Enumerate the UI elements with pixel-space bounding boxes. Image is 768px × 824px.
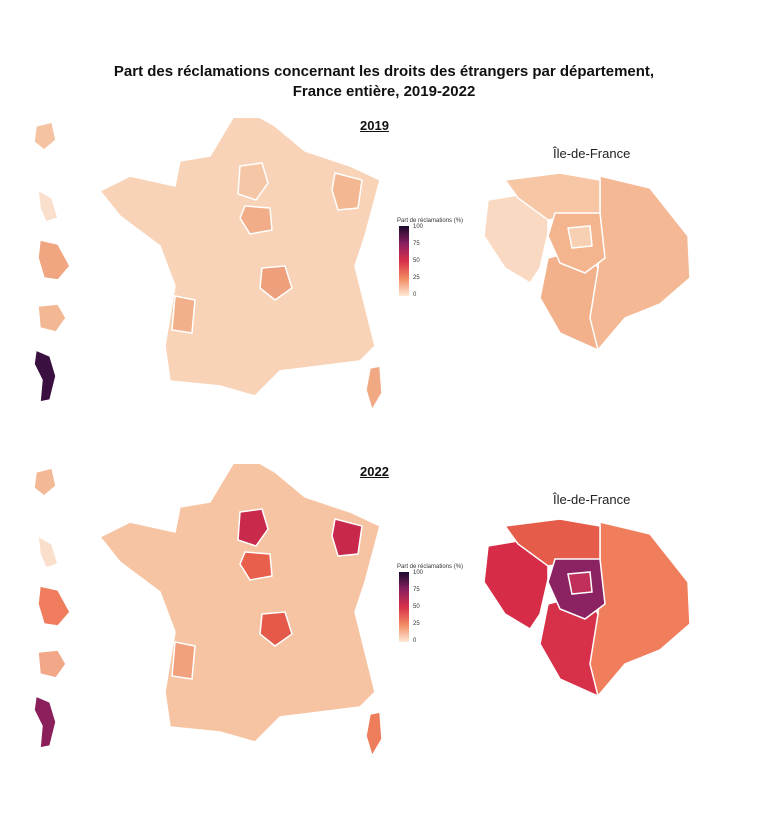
dept-puy-de-dome-region <box>259 265 293 301</box>
guadeloupe-region <box>33 467 57 497</box>
legend-tick: 0 <box>413 638 417 644</box>
dept-bas-rhin-region <box>331 172 363 211</box>
mayotte-region <box>33 348 57 403</box>
idf-paris-region <box>567 571 593 595</box>
corse-region <box>365 711 383 758</box>
legend-tick: 75 <box>413 587 420 593</box>
martinique-region <box>37 534 59 569</box>
legend-tick: 25 <box>413 621 420 627</box>
dept-puy-de-dome-region <box>259 611 293 647</box>
map-svg <box>33 118 691 412</box>
legend-title: Part de réclamations (%) <box>397 564 464 570</box>
panel-year: 2022 <box>360 464 389 479</box>
guadeloupe-region <box>33 121 57 151</box>
legend-tick: 50 <box>413 258 420 264</box>
title-line-2: France entière, 2019-2022 <box>292 83 476 100</box>
panel-2022: 2022 Île-de-France Part de réclamations … <box>0 464 768 824</box>
france-metropole-region <box>98 118 381 397</box>
legend-tick: 100 <box>413 570 424 576</box>
panel-year: 2019 <box>360 118 389 133</box>
chart-title: Part des réclamations concernant les dro… <box>0 62 768 102</box>
legend-tick: 75 <box>413 241 420 247</box>
dept-bas-rhin-region <box>331 518 363 557</box>
idf-paris-region <box>567 225 593 249</box>
title-line-1: Part des réclamations concernant les dro… <box>113 63 655 80</box>
dept-paris-region-region <box>237 162 269 201</box>
dept-landes-region <box>171 295 196 334</box>
dept-loiret-region <box>239 551 273 581</box>
mayotte-region <box>33 694 57 749</box>
panel-2019: 2019 Île-de-France Part de réclamations … <box>0 118 768 478</box>
dept-landes-region <box>171 641 196 680</box>
guyane-region <box>37 239 71 281</box>
idf-label: Île-de-France <box>553 146 631 161</box>
map-svg <box>33 464 691 758</box>
legend: Part de réclamations (%) 100 75 50 25 0 <box>397 564 464 644</box>
legend-tick: 0 <box>413 292 417 298</box>
dept-paris-region-region <box>237 508 269 547</box>
legend-tick: 100 <box>413 224 424 230</box>
legend-gradient <box>399 572 409 642</box>
dept-loiret-region <box>239 205 273 235</box>
legend: Part de réclamations (%) 100 75 50 25 0 <box>397 218 464 298</box>
corse-region <box>365 365 383 412</box>
legend-tick: 50 <box>413 604 420 610</box>
reunion-region <box>37 649 67 679</box>
legend-gradient <box>399 226 409 296</box>
martinique-region <box>37 188 59 223</box>
guyane-region <box>37 585 71 627</box>
idf-label: Île-de-France <box>553 492 631 507</box>
legend-title: Part de réclamations (%) <box>397 218 464 224</box>
reunion-region <box>37 303 67 333</box>
france-metropole-region <box>98 464 381 743</box>
legend-tick: 25 <box>413 275 420 281</box>
